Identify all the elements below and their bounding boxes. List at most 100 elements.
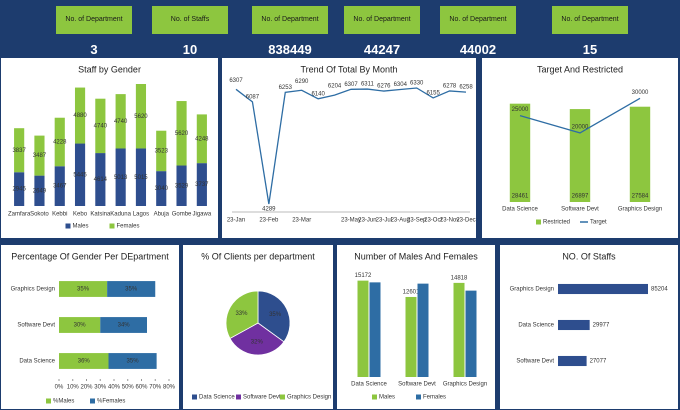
data-label: 6278	[443, 84, 457, 90]
data-label: 3467	[53, 184, 67, 190]
pie-slice	[257, 290, 291, 343]
chart-panel: Target And Restricted 28461 26897 27584 2500…	[482, 58, 678, 238]
x-tick-label: 23-Dec	[456, 218, 475, 224]
x-tick-label: Lagos	[133, 212, 149, 218]
bar	[558, 283, 648, 295]
data-label: 30%	[74, 323, 87, 329]
legend-label: Females	[117, 224, 140, 230]
bar-segment	[14, 128, 25, 173]
legend-label: Males	[73, 224, 89, 230]
x-tick-label: Kebbi	[52, 212, 67, 218]
legend-label: Males	[379, 395, 395, 401]
kpi-card: No. of Staffs 10	[152, 6, 228, 57]
legend-swatch	[236, 394, 241, 400]
x-tick-label: Graphics Design	[443, 382, 487, 388]
data-label: 5620	[134, 114, 148, 120]
kpi-label: No. of Department	[252, 6, 328, 34]
kpi-label: No. of Department	[344, 6, 420, 34]
data-label: 15172	[355, 273, 372, 279]
bar-segment	[176, 165, 187, 206]
bar-segment	[95, 98, 106, 154]
kpi-card: No. of Department 44247	[344, 6, 420, 57]
data-label: 4248	[195, 136, 209, 142]
data-label: 6311	[361, 82, 375, 88]
data-label: 33%	[235, 311, 248, 317]
legend-label: Females	[423, 395, 446, 401]
data-label: 3837	[12, 148, 26, 154]
data-label: 34%	[118, 323, 131, 329]
data-label: 6290	[295, 79, 309, 85]
data-label: 25000	[512, 107, 529, 113]
x-tick-label: 70%	[149, 385, 162, 391]
x-tick-label: Katsina	[90, 212, 111, 218]
legend-label: Software Devt	[243, 395, 281, 401]
data-label: 6140	[311, 91, 325, 97]
bar-segment	[34, 175, 45, 206]
chart-panel: Percentage Of Gender Per DEpartment Graph…	[1, 245, 179, 409]
legend-label: Restricted	[543, 220, 570, 226]
bar-segment	[95, 153, 106, 206]
data-label: 4289	[262, 207, 276, 213]
chart-panel: Number of Males And Females 15172 12601 148…	[337, 245, 495, 409]
legend-label: Graphics Design	[287, 395, 331, 401]
x-tick-label: Software Devt	[561, 207, 599, 213]
bar-segment	[107, 281, 156, 297]
kpi-value: 3	[90, 42, 98, 57]
x-tick-label: 23-Sep	[407, 218, 427, 224]
x-tick-label: Software Devt	[398, 382, 436, 388]
x-tick-label: 23-Nov	[440, 218, 459, 224]
kpi-value: 10	[182, 42, 198, 57]
x-tick-label: Sokoto	[30, 212, 49, 218]
data-label: 36%	[78, 359, 91, 365]
x-tick-label: Graphics Design	[618, 207, 662, 213]
x-tick-label: 23-Mar	[292, 218, 311, 224]
data-label: 28461	[512, 194, 529, 200]
data-label: 6276	[377, 84, 391, 90]
x-tick-label: 0%	[55, 385, 64, 391]
bar	[357, 280, 369, 377]
x-tick-label: 23-Jan	[227, 218, 245, 224]
bar	[558, 355, 587, 367]
data-label: 35%	[127, 359, 140, 365]
data-label: 3523	[155, 148, 169, 154]
kpi-card: No. of Department 3	[56, 6, 132, 57]
kpi-value: 838449	[268, 42, 312, 57]
data-label: 5445	[73, 172, 87, 178]
x-tick-label: 23-Oct	[424, 218, 442, 224]
bar-segment	[176, 101, 187, 166]
pie-slice	[225, 290, 259, 339]
data-label: 3737	[195, 182, 209, 188]
bar-segment	[196, 163, 207, 206]
kpi-card: No. of Department 15	[552, 6, 628, 57]
bar	[465, 290, 477, 377]
x-tick-label: Data Science	[351, 382, 387, 388]
data-label: 5013	[114, 175, 128, 181]
data-label: 6330	[410, 81, 424, 87]
x-tick-label: 23-Jul	[376, 218, 392, 224]
chart-title: Number of Males And Females	[354, 251, 478, 261]
bar-segment	[115, 148, 126, 206]
bar	[558, 319, 590, 331]
line	[235, 87, 467, 205]
x-tick-label: 23-Aug	[391, 218, 410, 224]
y-tick-label: Data Science	[518, 323, 554, 329]
kpi-value: 44247	[363, 42, 401, 57]
kpi-label: No. of Department	[552, 6, 628, 34]
x-tick-label: 10%	[67, 385, 80, 391]
chart-title: Staff by Gender	[78, 64, 141, 74]
legend-swatch	[109, 223, 115, 229]
legend-swatch	[46, 398, 51, 404]
x-tick-label: 40%	[108, 385, 121, 391]
bar	[405, 296, 417, 377]
bar	[417, 283, 429, 377]
bar-segment	[115, 94, 126, 149]
x-tick-label: 50%	[122, 385, 135, 391]
y-tick-label: Software Devt	[516, 359, 554, 365]
bar-segment	[59, 281, 108, 297]
x-tick-label: 80%	[163, 385, 176, 391]
data-label: 35%	[77, 287, 90, 293]
y-tick-label: Software Devt	[17, 323, 55, 329]
data-label: 30000	[632, 90, 649, 96]
data-label: 6258	[459, 85, 473, 91]
